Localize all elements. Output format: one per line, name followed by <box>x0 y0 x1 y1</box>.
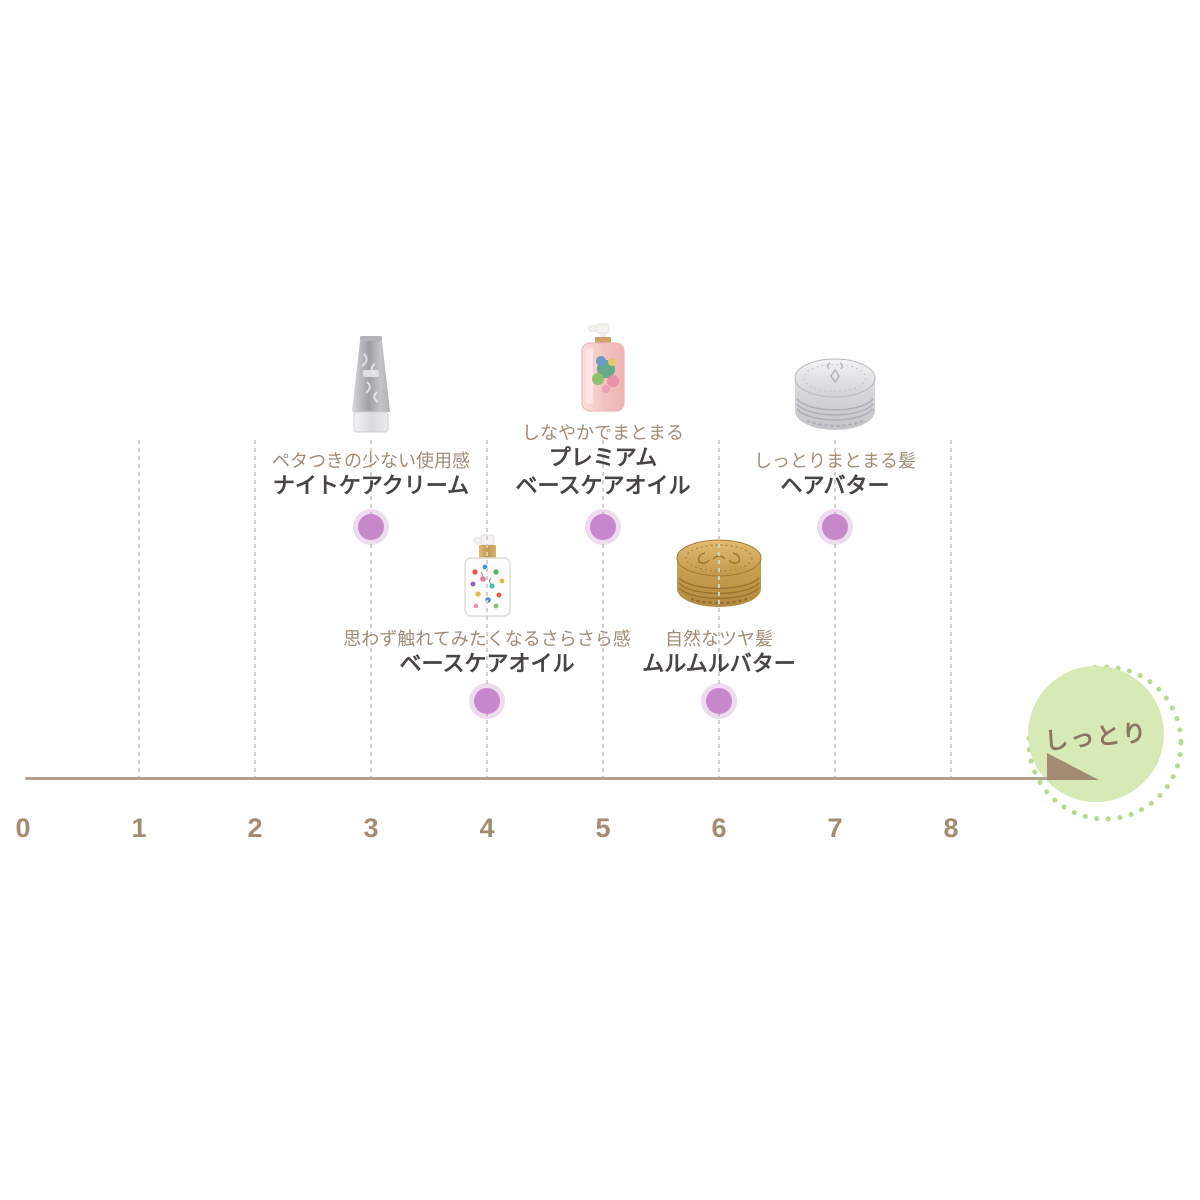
product-image-premium-base-care-oil <box>575 322 631 419</box>
product-name: プレミアム ベースケアオイル <box>515 445 691 498</box>
product-dot <box>469 683 505 719</box>
product-name: ナイトケアクリーム <box>272 473 470 498</box>
axis-gridline <box>486 440 488 777</box>
product-label-block: 思わず触れてみたくなるさらさら感 ベースケアオイル <box>317 628 657 678</box>
axis-gridline <box>602 440 604 777</box>
axis-arrow-icon <box>1047 753 1099 780</box>
axis-gridline <box>718 440 720 777</box>
product-tagline: ペタつきの少ない使用感 <box>272 451 470 471</box>
product-image-night-care-cream <box>339 334 403 439</box>
product-name: ムルムルバター <box>642 651 796 676</box>
axis-tick-label: 8 <box>943 813 959 843</box>
axis-tick-label: 1 <box>131 813 147 843</box>
axis-tick-label: 4 <box>479 813 495 843</box>
product-dot <box>353 509 389 545</box>
moist-bubble-label: しっとり <box>1043 719 1150 755</box>
product-name: ベースケアオイル <box>399 651 575 676</box>
axis-tick-label: 2 <box>247 813 263 843</box>
product-label-block: しっとりまとまる髪 ヘアバター <box>665 450 1005 500</box>
product-image-hair-butter <box>793 357 877 439</box>
axis-gridline <box>834 440 836 777</box>
product-label-block: ペタつきの少ない使用感 ナイトケアクリーム <box>201 450 541 500</box>
product-dot <box>585 509 621 545</box>
product-dot <box>701 683 737 719</box>
product-tagline: 思わず触れてみたくなるさらさら感 <box>343 629 631 649</box>
axis-line <box>25 777 1055 780</box>
axis-tick-label: 6 <box>711 813 727 843</box>
product-label-block: しなやかでまとまる プレミアム ベースケアオイル <box>433 422 773 500</box>
product-dot <box>817 509 853 545</box>
moist-bubble: しっとり <box>1028 666 1164 802</box>
product-tagline: 自然なツヤ髪 <box>665 629 773 649</box>
axis-tick-label: 5 <box>595 813 611 843</box>
axis-tick-label: 7 <box>827 813 843 843</box>
axis-gridline <box>138 440 140 777</box>
axis-gridline <box>370 440 372 777</box>
product-tagline: しっとりまとまる髪 <box>754 451 916 471</box>
axis-gridline <box>950 440 952 777</box>
product-tagline: しなやかでまとまる <box>522 423 684 443</box>
axis-tick-label: 0 <box>15 813 31 843</box>
axis-gridline <box>254 440 256 777</box>
axis-tick-label: 3 <box>363 813 379 843</box>
product-name: ヘアバター <box>780 473 890 498</box>
product-label-block: 自然なツヤ髪 ムルムルバター <box>549 628 889 678</box>
